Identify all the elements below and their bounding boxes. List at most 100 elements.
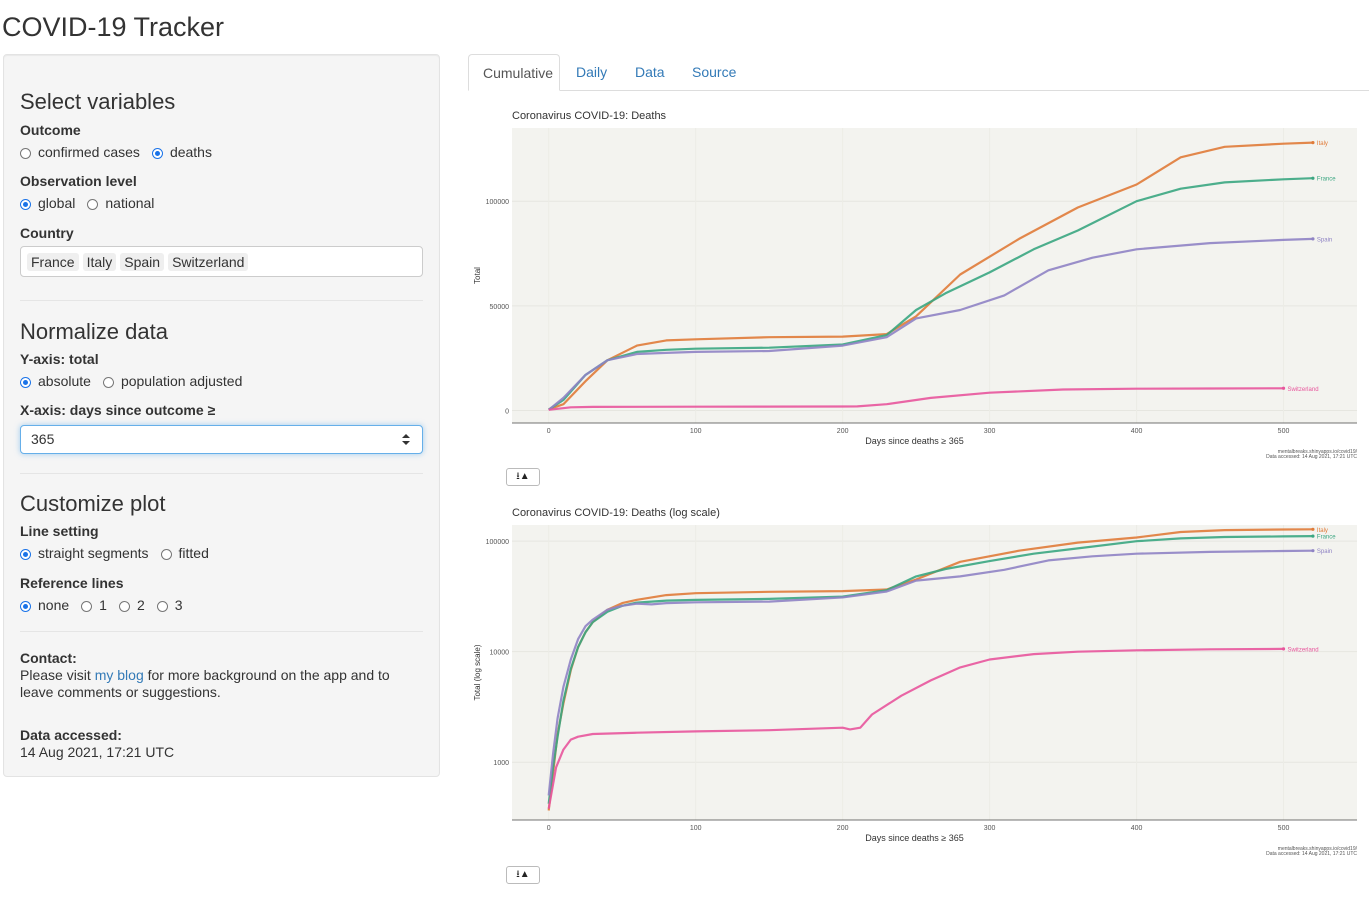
series-label-switzerland: Switzerland (1288, 647, 1319, 653)
normalize-data-title: Normalize data (20, 319, 168, 344)
tab-daily[interactable]: Daily (576, 64, 608, 80)
x-tick-label: 0 (547, 428, 551, 435)
download-button[interactable]: ⭳▲ (506, 468, 540, 486)
y-tick-label: 50000 (490, 304, 510, 311)
x-axis-label: Days since deaths ≥ 365 (865, 436, 964, 446)
x-tick-label: 500 (1278, 825, 1290, 832)
line-setting-label: Line setting (20, 523, 99, 539)
plot-panel (512, 525, 1357, 820)
x-tick-label: 100 (690, 428, 702, 435)
radio-icon[interactable] (87, 198, 99, 210)
app-title: COVID-19 Tracker (2, 12, 225, 42)
x-tick-label: 200 (837, 825, 849, 832)
observation-level-radio-group: global national (20, 195, 166, 211)
data-accessed-label: Data accessed: (20, 727, 122, 743)
x-axis-label: X-axis: days since outcome ≥ (20, 402, 216, 418)
series-label-switzerland: Switzerland (1288, 387, 1319, 393)
outcome-confirmed-option[interactable]: confirmed cases (20, 144, 140, 160)
observation-global-option[interactable]: global (20, 195, 75, 211)
sidebar-panel: Select variables Outcome confirmed cases… (3, 54, 440, 777)
series-label-italy: Italy (1317, 528, 1328, 534)
y-tick-label: 0 (505, 408, 509, 415)
country-chip[interactable]: Italy (82, 252, 117, 271)
reference-1-option[interactable]: 1 (81, 597, 107, 613)
radio-checked-icon[interactable] (20, 548, 31, 560)
customize-plot-title: Customize plot (20, 491, 166, 516)
days-since-value: 365 (31, 431, 55, 447)
select-variables-title: Select variables (20, 89, 176, 114)
y-axis-label: Total (473, 267, 482, 284)
log-deaths-chart: 1000 10000 100000 0 100 200 300 400 500 Days sinc… (473, 525, 1358, 857)
radio-checked-icon[interactable] (20, 376, 31, 388)
y-tick-label: 1000 (493, 760, 509, 767)
x-tick-label: 400 (1131, 825, 1143, 832)
series-line-spain (548, 237, 1313, 411)
divider (20, 473, 423, 474)
radio-checked-icon[interactable] (20, 600, 31, 612)
x-tick-label: 100 (690, 825, 702, 832)
caption-source: mentalbreaks.shinyapps.io/covid19/ (1278, 449, 1358, 455)
country-select[interactable]: France Italy Spain Switzerland (20, 246, 423, 277)
data-accessed-value: 14 Aug 2021, 17:21 UTC (20, 744, 175, 760)
series-label-france: France (1317, 535, 1336, 541)
series-label-italy: Italy (1317, 141, 1328, 147)
y-axis-absolute-option[interactable]: absolute (20, 373, 91, 389)
series-end-point (1281, 647, 1286, 651)
radio-icon[interactable] (81, 600, 93, 612)
reference-3-option[interactable]: 3 (156, 597, 183, 613)
y-tick-label: 100000 (486, 199, 509, 206)
reference-lines-radio-group: none 1 2 3 (20, 597, 195, 613)
tab-bar: Cumulative Daily Data Source (468, 54, 1369, 91)
country-label: Country (20, 225, 74, 241)
line-straight-option[interactable]: straight segments (20, 545, 149, 561)
x-tick-label: 0 (547, 825, 551, 832)
download-button[interactable]: ⭳▲ (506, 866, 540, 884)
series-line-spain (547, 549, 1313, 796)
series-end-point (1311, 527, 1315, 531)
y-tick-label: 10000 (490, 650, 510, 657)
series-end-point (1311, 549, 1315, 553)
series-line-switzerland (548, 387, 1284, 411)
radio-checked-icon[interactable] (20, 198, 31, 210)
y-axis-label: Y-axis: total (20, 351, 99, 367)
tab-cumulative[interactable]: Cumulative (468, 54, 560, 91)
divider (20, 631, 423, 632)
radio-icon[interactable] (102, 376, 114, 388)
observation-national-option[interactable]: national (87, 195, 154, 211)
reference-lines-label: Reference lines (20, 575, 124, 591)
outcome-label: Outcome (20, 122, 81, 138)
series-label-spain: Spain (1317, 237, 1332, 243)
line-fitted-option[interactable]: fitted (160, 545, 209, 561)
y-axis-population-option[interactable]: population adjusted (102, 373, 242, 389)
x-tick-label: 300 (984, 428, 996, 435)
download-icon: ⭳▲ (516, 471, 530, 482)
radio-icon[interactable] (156, 600, 168, 612)
country-chip[interactable]: France (27, 252, 79, 271)
series-end-point (1311, 237, 1315, 241)
radio-icon[interactable] (20, 147, 31, 159)
days-since-input[interactable]: 365 (20, 425, 423, 454)
spinner-icon[interactable] (402, 433, 410, 446)
blog-link[interactable]: my blog (94, 667, 144, 683)
outcome-radio-group: confirmed cases deaths (20, 144, 224, 160)
series-end-point (1311, 176, 1315, 180)
radio-icon[interactable] (160, 548, 172, 560)
y-tick-label: 100000 (486, 539, 509, 546)
chart-1-title: Coronavirus COVID-19: Deaths (512, 110, 667, 122)
country-chip[interactable]: Spain (120, 252, 165, 271)
outcome-deaths-option[interactable]: deaths (151, 144, 212, 160)
contact-label: Contact: (20, 650, 77, 666)
reference-2-option[interactable]: 2 (118, 597, 145, 613)
country-chip[interactable]: Switzerland (168, 252, 249, 271)
caption-accessed: Data accessed: 14 Aug 2021, 17:21 UTC (1266, 851, 1357, 857)
series-end-point (1311, 141, 1315, 145)
radio-icon[interactable] (118, 600, 130, 612)
x-tick-label: 200 (837, 428, 849, 435)
radio-checked-icon[interactable] (151, 147, 163, 159)
chart-2-title: Coronavirus COVID-19: Deaths (log scale) (512, 507, 720, 519)
tab-data[interactable]: Data (635, 64, 665, 80)
reference-none-option[interactable]: none (20, 597, 69, 613)
plot-panel (512, 128, 1357, 423)
tab-source[interactable]: Source (692, 64, 737, 80)
caption-accessed: Data accessed: 14 Aug 2021, 17:21 UTC (1266, 454, 1357, 460)
